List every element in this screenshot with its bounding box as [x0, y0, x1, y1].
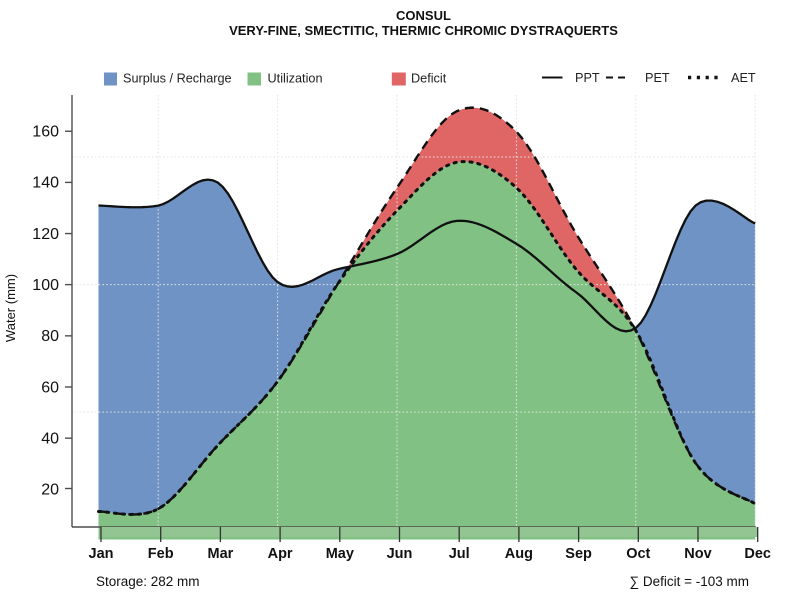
svg-text:∑ Deficit = -103 mm: ∑ Deficit = -103 mm — [629, 574, 749, 589]
svg-text:AET: AET — [731, 71, 756, 85]
svg-text:100: 100 — [32, 277, 59, 294]
svg-text:Jul: Jul — [449, 546, 470, 562]
svg-text:Jun: Jun — [387, 546, 413, 562]
svg-text:Storage: 282 mm: Storage: 282 mm — [96, 574, 200, 589]
svg-text:Dec: Dec — [744, 546, 771, 562]
svg-text:Aug: Aug — [505, 546, 533, 562]
svg-text:Utilization: Utilization — [268, 72, 323, 86]
svg-text:Feb: Feb — [148, 546, 174, 562]
svg-text:Nov: Nov — [684, 546, 711, 562]
svg-text:PET: PET — [645, 71, 670, 85]
svg-text:Apr: Apr — [268, 546, 293, 562]
svg-text:160: 160 — [32, 124, 59, 141]
svg-text:20: 20 — [41, 482, 59, 499]
svg-text:40: 40 — [41, 431, 59, 448]
svg-text:PPT: PPT — [575, 71, 600, 85]
svg-text:Water (mm): Water (mm) — [3, 274, 18, 342]
svg-text:Jan: Jan — [89, 546, 114, 562]
svg-text:120: 120 — [32, 226, 59, 243]
svg-text:60: 60 — [41, 379, 59, 396]
svg-text:Surplus / Recharge: Surplus / Recharge — [123, 72, 232, 86]
svg-text:Oct: Oct — [626, 546, 650, 562]
svg-text:140: 140 — [32, 175, 59, 192]
svg-text:May: May — [326, 546, 354, 562]
svg-text:Deficit: Deficit — [411, 72, 447, 86]
svg-text:Sep: Sep — [565, 546, 592, 562]
svg-text:Mar: Mar — [208, 546, 234, 562]
svg-text:80: 80 — [41, 328, 59, 345]
